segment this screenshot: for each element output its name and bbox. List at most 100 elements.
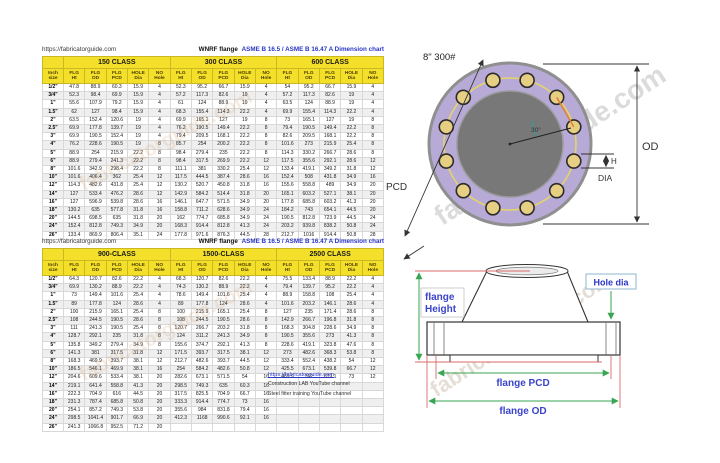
table-cell: 20 bbox=[148, 381, 171, 391]
fabricatorguide-link[interactable]: https://fabricatorguide.com bbox=[268, 372, 334, 378]
column-header: FLG Ht bbox=[62, 68, 86, 84]
size-cell: 1" bbox=[42, 99, 64, 109]
table-row: 1.5" 62 127 98.4 15.9 4 68.3 155.4 114.3 22.2 4 69.… bbox=[42, 107, 385, 117]
table-cell: 355.6 bbox=[297, 332, 320, 342]
table-cell: 12 bbox=[148, 189, 171, 199]
size-cell: 10" bbox=[42, 365, 64, 375]
table-cell: 8 bbox=[361, 340, 385, 350]
table-cell: 8 bbox=[361, 348, 385, 359]
table-cell: 22.2 bbox=[126, 274, 150, 285]
table-cell: 88.9 bbox=[62, 148, 86, 158]
table-cell: 489 bbox=[318, 181, 342, 191]
class-header: 1500-CLASS bbox=[169, 248, 278, 261]
table-cell: 8 bbox=[148, 332, 171, 342]
table-cell: 16 bbox=[254, 181, 278, 191]
table-cell: 8 bbox=[361, 132, 385, 142]
table-cell bbox=[318, 406, 342, 416]
table-cell: 330.2 bbox=[297, 148, 320, 158]
table-cell: 28.6 bbox=[233, 299, 256, 309]
table-row: 10" 186.5 546.1 469.9 38.1 16 254 584.2 482.6 50.… bbox=[42, 365, 385, 375]
table-cell: 298.4 bbox=[105, 165, 128, 175]
table-cell: 16 bbox=[361, 173, 385, 183]
table-row: 2" 100 215.9 165.1 25.4 8 100 215.9 165.1 25.4 8 12… bbox=[42, 307, 385, 318]
table-cell: 241.3 bbox=[212, 332, 235, 342]
size-cell: 24" bbox=[42, 222, 64, 232]
dimension-table-150-300-600: 150 CLASS 300 CLASS 600 CLASS Inch size FLG Ht… bbox=[42, 56, 385, 240]
table-cell: 4 bbox=[361, 283, 385, 293]
table-row: 2.5" 69.9 177.8 139.7 19 4 76.2 190.5 149.4 22.2 8… bbox=[42, 124, 385, 134]
table-cell: 200.2 bbox=[212, 140, 235, 150]
table-cell: 8 bbox=[254, 324, 278, 334]
table-cell: 362 bbox=[105, 173, 128, 183]
table-cell: 76.2 bbox=[62, 140, 86, 150]
table-cell: 155.6 bbox=[169, 340, 192, 350]
column-header: FLG OD bbox=[297, 68, 320, 84]
table-cell: 196.8 bbox=[318, 316, 342, 326]
table-cell: 20 bbox=[148, 398, 171, 408]
table-cell: 71.2 bbox=[126, 422, 150, 432]
table-cell: 20 bbox=[148, 214, 171, 224]
table-cell: 44.5 bbox=[340, 214, 363, 224]
source-url-text[interactable]: https://fabricatorguide.com bbox=[42, 46, 117, 53]
size-cell: 1/2" bbox=[42, 274, 64, 285]
table-cell: 47.8 bbox=[62, 82, 86, 93]
table-cell: 57.2 bbox=[169, 91, 192, 101]
table-cell: 57.2 bbox=[276, 91, 299, 101]
column-header: FLG Ht bbox=[169, 260, 192, 276]
table-cell: 4 bbox=[148, 115, 171, 126]
size-cell: 20" bbox=[42, 214, 64, 224]
table-cell: 44.5 bbox=[233, 357, 256, 367]
table-cell: 4 bbox=[254, 82, 278, 93]
table-cell: 282.6 bbox=[169, 373, 192, 383]
table-cell: 254 bbox=[84, 148, 107, 158]
table-cell: 69.9 bbox=[169, 115, 192, 126]
flange-front-view-diagram: fabricatorguide.com 8" 300# 30° bbox=[386, 52, 671, 237]
table-cell: 60.3 bbox=[233, 381, 256, 391]
table-cell: 171.4 bbox=[318, 307, 342, 318]
pcd-dimension bbox=[404, 59, 484, 237]
size-cell: 10" bbox=[42, 173, 64, 183]
column-header: FLG OD bbox=[190, 68, 214, 84]
size-cell: 5" bbox=[42, 148, 64, 158]
table-cell: 8 bbox=[361, 124, 385, 134]
table-cell bbox=[276, 422, 299, 432]
table-cell: 22.2 bbox=[233, 124, 256, 134]
table-cell: 62 bbox=[62, 107, 86, 117]
table-cell: 74.3 bbox=[169, 283, 192, 293]
table-cell: 20 bbox=[148, 414, 171, 424]
table-cell: 368.3 bbox=[318, 348, 342, 359]
table-cell bbox=[340, 422, 363, 432]
table-cell: 117.5 bbox=[169, 173, 192, 183]
table-cell: 79.4 bbox=[169, 132, 192, 142]
table-cell: 28.6 bbox=[340, 307, 363, 318]
table-cell: 4 bbox=[361, 107, 385, 117]
source-url-text[interactable]: https://fabricatorguide.com bbox=[42, 238, 117, 245]
table-cell: 19 bbox=[126, 132, 150, 142]
table-cell bbox=[318, 422, 342, 432]
table-cell: 22.2 bbox=[340, 274, 363, 285]
table-row: 2.5" 108 244.5 190.5 28.6 8 108 244.5 190.5 28.6 8… bbox=[42, 316, 385, 326]
table-cell: 168.1 bbox=[318, 132, 342, 142]
table-cell: 20 bbox=[148, 389, 171, 400]
table-cell: 34.9 bbox=[126, 340, 150, 350]
table-cell: 108 bbox=[62, 316, 86, 326]
table-cell: 4 bbox=[361, 291, 385, 301]
table-cell: 241.3 bbox=[62, 422, 86, 432]
table-cell bbox=[254, 422, 278, 432]
table-cell: 838.2 bbox=[318, 222, 342, 232]
table-cell: 16 bbox=[254, 173, 278, 183]
table-cell: 8 bbox=[361, 316, 385, 326]
table-row: 4" 128.7 292.1 235 31.8 8 124 311.2 241.3 34.9 8 19… bbox=[42, 332, 385, 342]
table-cell: 431.8 bbox=[105, 181, 128, 191]
table-cell: 92.1 bbox=[233, 414, 256, 424]
table-cell: 546.1 bbox=[84, 365, 107, 375]
column-header: FLG PCD bbox=[318, 260, 342, 276]
table-row: 12" 114.3 482.6 431.8 25.4 12 130.2 520.7 450.8 3… bbox=[42, 181, 385, 191]
table-cell: 53.8 bbox=[340, 348, 363, 359]
table-cell: 4 bbox=[254, 291, 278, 301]
column-header: HOLE Dia bbox=[126, 68, 150, 84]
table-cell: 12 bbox=[148, 173, 171, 183]
table-cell: 101.6 bbox=[62, 173, 86, 183]
table-cell: 4 bbox=[148, 291, 171, 301]
table-cell: 266.7 bbox=[297, 316, 320, 326]
